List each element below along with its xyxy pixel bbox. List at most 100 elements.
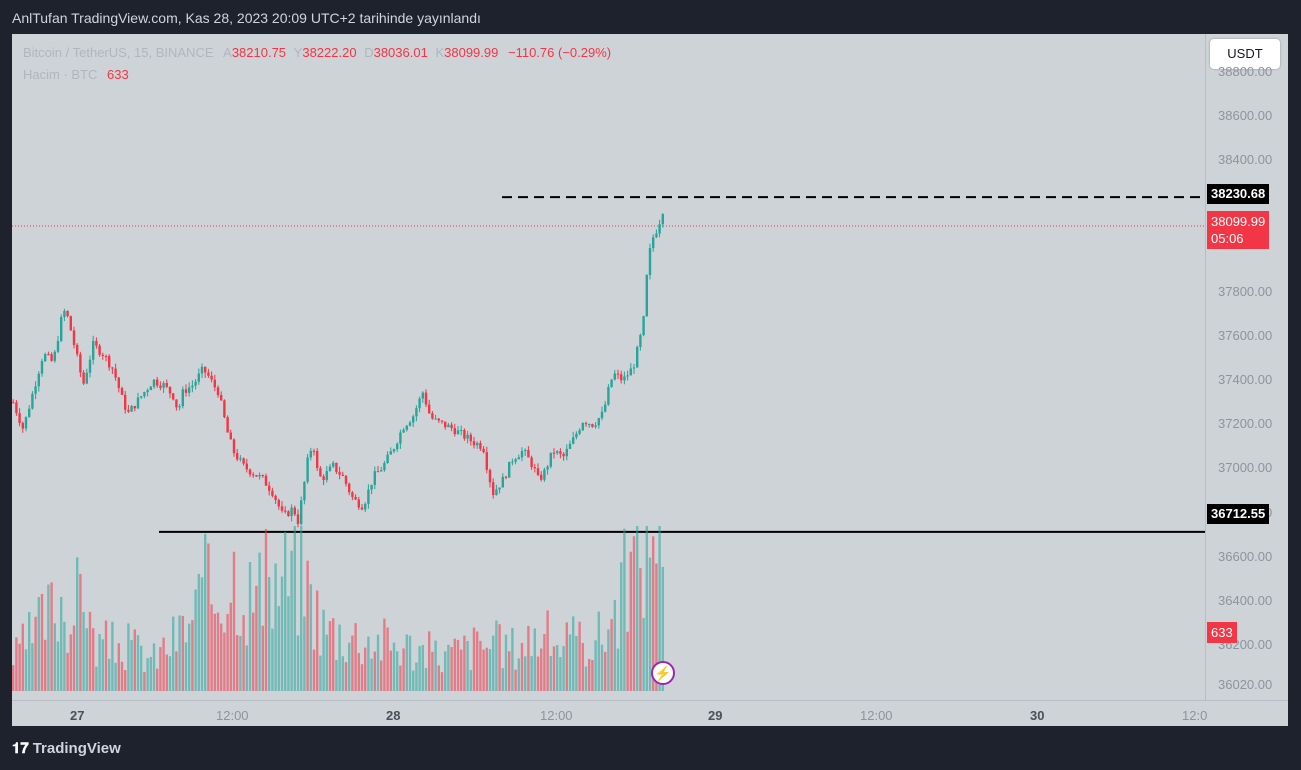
candle-body (597, 418, 600, 426)
volume-bar (40, 593, 44, 691)
volume-legend: Hacim · BTC 633 (23, 67, 129, 82)
published-caption: AnlTufan TradingView.com, Kas 28, 2023 2… (12, 10, 481, 26)
volume-bar (56, 641, 60, 691)
price-tick-label: 37600.00 (1218, 328, 1273, 344)
candle-body (642, 316, 645, 336)
volume-bar (197, 573, 200, 691)
volume-bar (460, 649, 463, 691)
volume-bar (31, 643, 34, 691)
volume-bar (520, 642, 524, 691)
candle-body (31, 393, 34, 409)
volume-bar (332, 618, 335, 691)
candle-body (191, 385, 194, 388)
candle-body (88, 359, 92, 373)
tradingview-footer: 𝟏𝟕 TradingView (12, 740, 121, 757)
candle-body (95, 340, 98, 346)
volume-bar (242, 615, 245, 691)
candle-body (127, 409, 130, 412)
candle-body (402, 429, 405, 433)
footer-brand: TradingView (32, 740, 121, 757)
volume-bar (469, 670, 472, 691)
volume-tag: 633 (1207, 622, 1237, 643)
volume-bar (88, 611, 92, 691)
candle-body (376, 471, 380, 473)
volume-bar (120, 661, 124, 691)
candle-body (354, 496, 357, 500)
volume-bar (213, 613, 216, 691)
candle-body (543, 469, 546, 480)
support-price-tag: 36712.55 (1207, 504, 1270, 524)
volume-bar (159, 647, 162, 691)
volume-bar (501, 668, 504, 691)
volume-bar (34, 616, 37, 691)
volume-bar (111, 621, 114, 691)
candle-body (239, 458, 242, 460)
candle-body (520, 451, 524, 458)
volume-bar (325, 634, 328, 691)
volume-bar (444, 651, 447, 691)
candle-body (258, 475, 261, 477)
candle-body (549, 452, 552, 467)
volume-bar (623, 528, 626, 691)
candle-body (296, 514, 300, 524)
candle-body (508, 461, 511, 478)
candle-body (178, 406, 181, 408)
candle-body (328, 466, 332, 472)
volume-bar (82, 611, 85, 691)
candle-body (194, 381, 197, 386)
candle-body (245, 463, 248, 470)
chart-pane[interactable]: Bitcoin / TetherUS, 15, BINANCE A38210.7… (12, 34, 1288, 726)
volume-bar (562, 646, 565, 691)
volume-bar (104, 620, 108, 691)
candle-body (479, 443, 482, 449)
candle-body (572, 437, 575, 444)
candle-body (338, 472, 341, 475)
candle-body (216, 387, 220, 396)
volume-bar (133, 629, 136, 691)
volume-bar (383, 618, 386, 691)
volume-bar (220, 623, 223, 691)
volume-bar (584, 666, 588, 691)
lightning-icon[interactable]: ⚡ (651, 661, 675, 685)
time-tick-label: 12:00 (860, 708, 893, 723)
candle-body (645, 274, 648, 317)
volume-bar (421, 645, 424, 691)
volume-bar (284, 531, 287, 691)
candle-body (264, 475, 268, 486)
candle-body (316, 451, 319, 469)
volume-bar (559, 657, 562, 691)
volume-bar (264, 529, 268, 691)
volume-bar (648, 557, 652, 691)
candle-body (431, 413, 434, 419)
candle-body (488, 469, 492, 483)
candle-body (306, 457, 309, 482)
volume-bar (607, 629, 610, 691)
candlestick-chart[interactable] (12, 34, 1288, 726)
currency-button[interactable]: USDT (1210, 39, 1280, 69)
candle-body (428, 404, 431, 414)
candle-body (370, 484, 373, 490)
volume-bar (165, 654, 168, 691)
candle-body (300, 500, 303, 524)
last-price-value: 38099.99 (1211, 214, 1266, 229)
candle-body (255, 475, 258, 477)
candle-body (284, 510, 287, 512)
volume-bar (226, 614, 229, 691)
candle-body (607, 387, 610, 405)
volume-bar (463, 635, 466, 691)
candle-body (492, 482, 495, 496)
time-tick-label: 12:0 (1182, 708, 1208, 723)
volume-bar (21, 623, 24, 691)
volume-bar (597, 611, 600, 691)
volume-bar (405, 634, 408, 691)
candle-body (172, 393, 175, 400)
volume-bar (402, 648, 405, 691)
volume-bar (588, 658, 591, 691)
candle-body (463, 429, 466, 439)
volume-bar (360, 664, 364, 691)
volume-bar (306, 560, 309, 691)
volume-bar (552, 646, 556, 691)
candle-body (552, 452, 556, 454)
candle-body (524, 449, 527, 452)
price-tick-label: 38400.00 (1218, 151, 1273, 167)
